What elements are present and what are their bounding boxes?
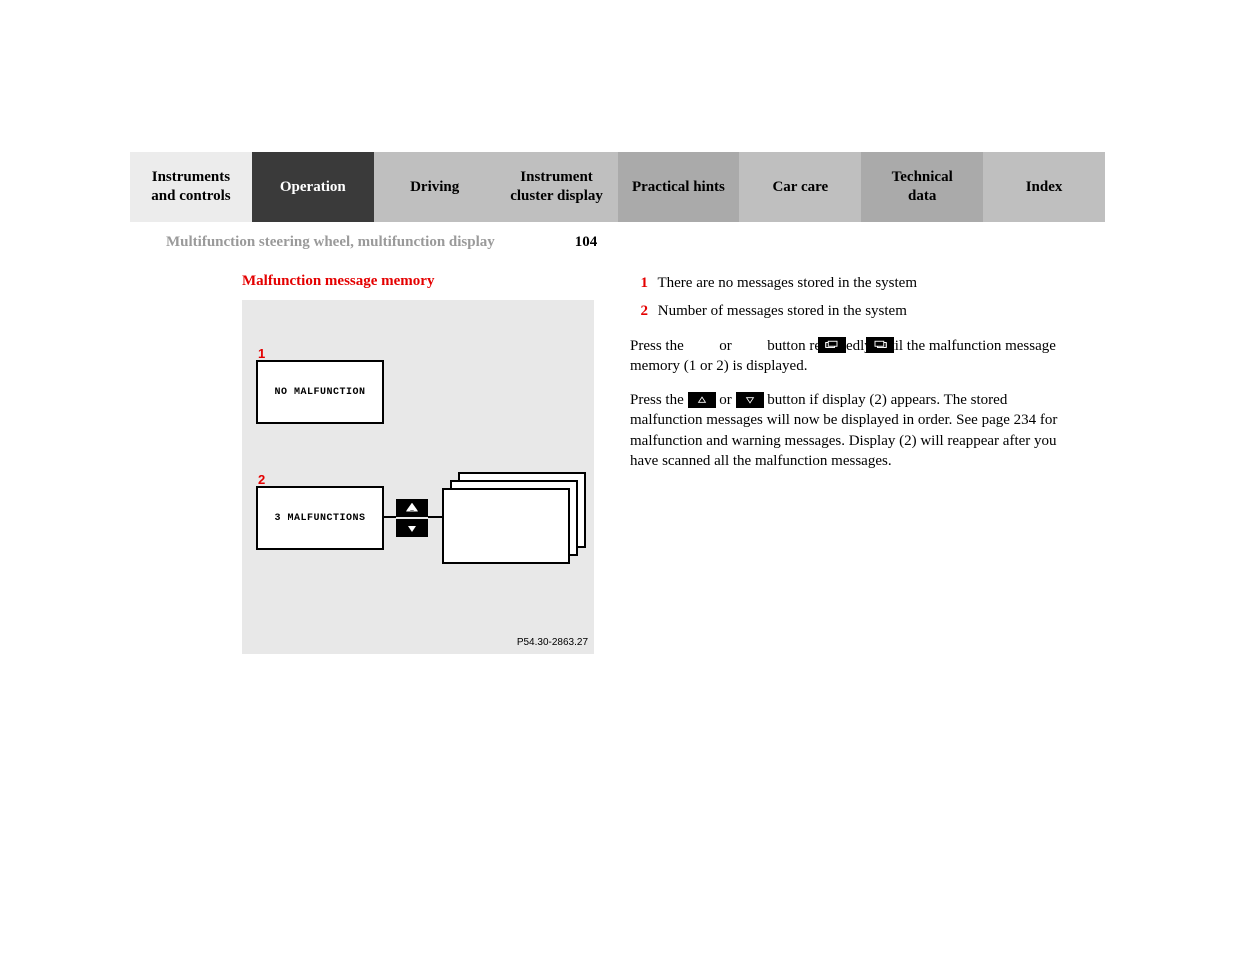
page-number: 104 bbox=[575, 234, 598, 251]
display-box-2-text: 3 MALFUNCTIONS bbox=[274, 513, 365, 524]
up-arrow-icon bbox=[688, 392, 716, 408]
display-box-1-text: NO MALFUNCTION bbox=[274, 387, 365, 398]
down-arrow-icon bbox=[405, 523, 419, 533]
tab-label: Instrumentsand controls bbox=[151, 168, 230, 206]
connector-line-2 bbox=[428, 516, 442, 518]
tab-label: Technicaldata bbox=[892, 168, 953, 206]
header-line: Multifunction steering wheel, multifunct… bbox=[130, 234, 1105, 251]
callout-2: 2 bbox=[258, 472, 265, 487]
legend-item-2: 2 Number of messages stored in the syste… bbox=[630, 301, 1075, 321]
tab-carcare[interactable]: Car care bbox=[739, 152, 861, 222]
stack-card bbox=[442, 488, 570, 564]
paragraph-2: Press the or button if display (2) appea… bbox=[630, 390, 1075, 471]
page-next-icon bbox=[866, 337, 894, 353]
paragraph-1: Press the or button repeatedly until the… bbox=[630, 336, 1075, 377]
para-text: Press the bbox=[630, 338, 688, 354]
up-arrow-button bbox=[396, 499, 428, 517]
section-title: Multifunction steering wheel, multifunct… bbox=[166, 234, 495, 251]
right-column: 1 There are no messages stored in the sy… bbox=[630, 273, 1105, 654]
legend-number: 1 bbox=[630, 273, 648, 293]
legend-text: Number of messages stored in the system bbox=[658, 303, 907, 319]
up-arrow-icon bbox=[405, 503, 419, 513]
tab-label: Practical hints bbox=[632, 178, 725, 197]
display-box-2-wrap: 2 3 MALFUNCTIONS bbox=[256, 486, 384, 550]
callout-1: 1 bbox=[258, 346, 265, 361]
tab-label: Car care bbox=[772, 178, 828, 197]
tab-operation[interactable]: Operation bbox=[252, 152, 374, 222]
down-arrow-button bbox=[396, 519, 428, 537]
legend-item-1: 1 There are no messages stored in the sy… bbox=[630, 273, 1075, 293]
connector-line bbox=[384, 516, 396, 518]
tab-bar: Instrumentsand controls Operation Drivin… bbox=[130, 152, 1105, 222]
tab-label: Driving bbox=[410, 178, 459, 197]
tab-techdata[interactable]: Technicaldata bbox=[861, 152, 983, 222]
tab-label: Operation bbox=[280, 178, 346, 197]
para-text: or bbox=[719, 338, 735, 354]
para-text: Press the bbox=[630, 392, 688, 408]
display-box-1-wrap: 1 NO MALFUNCTION bbox=[256, 360, 384, 424]
tab-cluster[interactable]: Instrumentcluster display bbox=[496, 152, 618, 222]
para-text: or bbox=[719, 392, 735, 408]
arrow-button-stack bbox=[396, 499, 428, 539]
tab-instruments[interactable]: Instrumentsand controls bbox=[130, 152, 252, 222]
tab-index[interactable]: Index bbox=[983, 152, 1105, 222]
display-box-1: NO MALFUNCTION bbox=[256, 360, 384, 424]
manual-page: Instrumentsand controls Operation Drivin… bbox=[130, 152, 1105, 654]
figure: 1 NO MALFUNCTION 2 3 MALFUNCTIONS bbox=[242, 300, 594, 654]
tab-driving[interactable]: Driving bbox=[374, 152, 496, 222]
display-box-2: 3 MALFUNCTIONS bbox=[256, 486, 384, 550]
figure-reference: P54.30-2863.27 bbox=[517, 637, 588, 648]
tab-label: Index bbox=[1026, 178, 1063, 197]
down-arrow-icon bbox=[736, 392, 764, 408]
page-prev-icon bbox=[818, 337, 846, 353]
legend-text: There are no messages stored in the syst… bbox=[657, 275, 917, 291]
tab-label: Instrumentcluster display bbox=[510, 168, 603, 206]
tab-hints[interactable]: Practical hints bbox=[618, 152, 740, 222]
legend-number: 2 bbox=[630, 301, 648, 321]
subsection-heading: Malfunction message memory bbox=[242, 273, 630, 290]
left-column: Malfunction message memory 1 NO MALFUNCT… bbox=[130, 273, 630, 654]
body: Malfunction message memory 1 NO MALFUNCT… bbox=[130, 273, 1105, 654]
